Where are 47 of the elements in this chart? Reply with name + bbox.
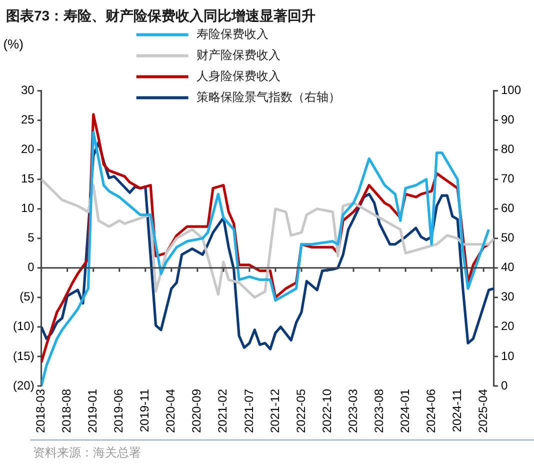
legend-label: 财产险保费收入: [196, 48, 280, 62]
legend-label: 寿险保费收入: [196, 27, 268, 42]
y-tick-label: 15: [20, 172, 35, 186]
y2-tick-label: 90: [500, 112, 515, 127]
x-tick-label: 2020-04: [164, 388, 178, 434]
y-tick-label: 30: [20, 83, 35, 98]
y2-tick-label: 0: [500, 378, 508, 392]
x-tick-label: 2021-12: [268, 388, 282, 434]
y-tick-label: 5: [28, 230, 35, 245]
x-tick-label: 2024-06: [424, 388, 438, 434]
y2-tick-label: 10: [500, 348, 515, 363]
text: 资料来源：海关总署: [33, 445, 141, 460]
x-tick-label: 2023-03: [346, 388, 360, 434]
x-tick-label: 2021-07: [242, 388, 256, 434]
y-tick-label: (10): [12, 319, 34, 334]
y2-tick-label: 40: [500, 260, 515, 274]
x-tick-label: 2018-08: [60, 388, 74, 434]
y2-tick-label: 80: [500, 142, 515, 156]
y2-tick-label: 20: [500, 319, 515, 334]
x-tick-label: 2024-11: [450, 388, 464, 432]
legend-label: 人身险保费收入: [196, 69, 280, 84]
y-tick-label: (5): [20, 290, 34, 304]
x-tick-label: 2019-06: [112, 388, 126, 434]
x-tick-label: 2019-01: [86, 388, 100, 434]
y2-tick-label: 50: [500, 230, 515, 245]
y-axis-title: (%): [3, 36, 24, 52]
y2-tick-label: 70: [500, 172, 515, 186]
y2-tick-label: 60: [500, 201, 515, 216]
y-tick-label: (15): [12, 348, 34, 363]
y2-tick-label: 30: [500, 290, 515, 304]
x-tick-label: 2021-02: [216, 388, 230, 434]
y-tick-label: 0: [28, 260, 35, 274]
x-tick-label: 2020-09: [190, 388, 204, 434]
x-tick-label: 2022-10: [320, 388, 334, 434]
y-tick-label: (20): [12, 378, 34, 392]
x-tick-label: 2018-03: [34, 388, 48, 434]
legend-label: 策略保险景气指数（右轴）: [196, 90, 340, 104]
chart-title: 图表73：寿险、财产险保费收入同比增速显著回升: [6, 7, 316, 24]
x-tick-label: 2024-01: [398, 388, 412, 434]
y-tick-label: 25: [20, 112, 35, 127]
x-tick-label: 2025-04: [476, 388, 490, 434]
x-tick-label: 2023-08: [372, 388, 386, 434]
x-tick-label: 2022-05: [294, 388, 308, 434]
x-tick-label: 2019-11: [138, 388, 152, 432]
y-tick-label: 10: [20, 201, 35, 216]
y2-tick-label: 100: [500, 83, 522, 98]
y-tick-label: 20: [20, 142, 35, 156]
